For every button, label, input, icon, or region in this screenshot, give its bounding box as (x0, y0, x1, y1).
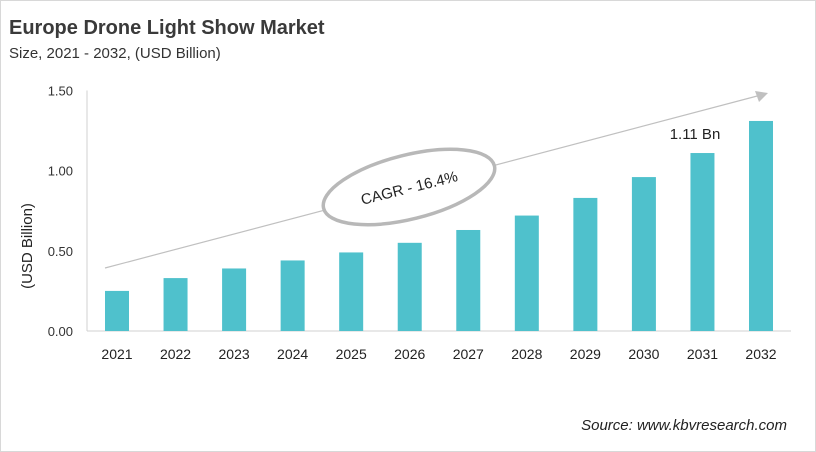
y-tick-label: 1.50 (48, 84, 73, 99)
y-tick-label: 0.00 (48, 324, 73, 339)
bar-2024 (280, 260, 305, 331)
x-tick-label: 2022 (160, 346, 191, 362)
x-tick-label: 2031 (687, 346, 718, 362)
x-tick-label: 2027 (453, 346, 484, 362)
y-axis-label: (USD Billion) (19, 203, 36, 289)
x-tick-label: 2025 (336, 346, 367, 362)
bar-2021 (105, 290, 129, 331)
chart-title: Europe Drone Light Show Market (9, 17, 325, 39)
x-tick-label: 2023 (219, 346, 250, 362)
bar-2032 (749, 120, 773, 331)
bar-2023 (222, 268, 247, 331)
bar-2027 (456, 229, 481, 331)
bar-2026 (397, 242, 422, 331)
x-tick-label: 2024 (277, 346, 308, 362)
bar-2028 (514, 215, 539, 331)
chart-subtitle: Size, 2021 - 2032, (USD Billion) (9, 45, 221, 62)
x-tick-label: 2028 (511, 346, 542, 362)
bar-2029 (573, 197, 598, 331)
value-label-2031: 1.11 Bn (670, 126, 721, 143)
cagr-ellipse (321, 147, 497, 227)
trend-arrowhead (755, 91, 768, 102)
bar-2030 (631, 177, 656, 331)
x-tick-label: 2030 (628, 346, 659, 362)
bar-2025 (339, 252, 364, 331)
x-tick-label: 2021 (101, 346, 132, 362)
x-tick-label: 2032 (745, 346, 776, 362)
x-tick-label: 2026 (394, 346, 425, 362)
bar-2031 (690, 153, 715, 331)
source-text: Source: www.kbvresearch.com (581, 417, 787, 434)
bar-2022 (163, 278, 188, 331)
y-tick-label: 1.00 (48, 164, 73, 179)
y-tick-label: 0.50 (48, 244, 73, 259)
x-tick-label: 2029 (570, 346, 601, 362)
